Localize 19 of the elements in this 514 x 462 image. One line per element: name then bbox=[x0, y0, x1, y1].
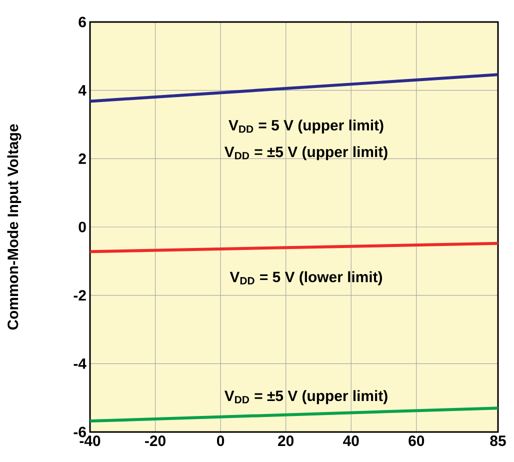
y-tick-label: 2 bbox=[78, 153, 86, 164]
x-tick-label: 85 bbox=[490, 436, 506, 446]
annotation: V$_{DD}$ = 5 V (lower limit) bbox=[230, 271, 382, 286]
y-tick-label: 4 bbox=[78, 85, 86, 96]
y-tick-label: -4 bbox=[74, 358, 86, 369]
y-axis-title: Common-Mode Input Voltage bbox=[7, 124, 22, 330]
x-tick-label: 60 bbox=[408, 436, 424, 446]
x-tick-label: 40 bbox=[343, 436, 359, 446]
y-tick-label: -2 bbox=[74, 290, 86, 301]
annotation: V$_{DD}$ = 5 V (upper limit) bbox=[228, 120, 384, 134]
x-tick-label: 0 bbox=[217, 436, 224, 446]
x-tick-label: -20 bbox=[145, 436, 166, 446]
x-tick-label: -40 bbox=[80, 436, 100, 446]
y-tick-label: 0 bbox=[78, 222, 86, 232]
annotation: V$_{DD}$ = ±5 V (upper limit) bbox=[224, 146, 388, 160]
y-tick-label: 6 bbox=[78, 16, 86, 28]
x-tick-label: 20 bbox=[278, 436, 294, 446]
y-tick-label: -6 bbox=[74, 426, 86, 438]
annotation: V$_{DD}$ = ±5 V (upper limit) bbox=[224, 390, 388, 404]
